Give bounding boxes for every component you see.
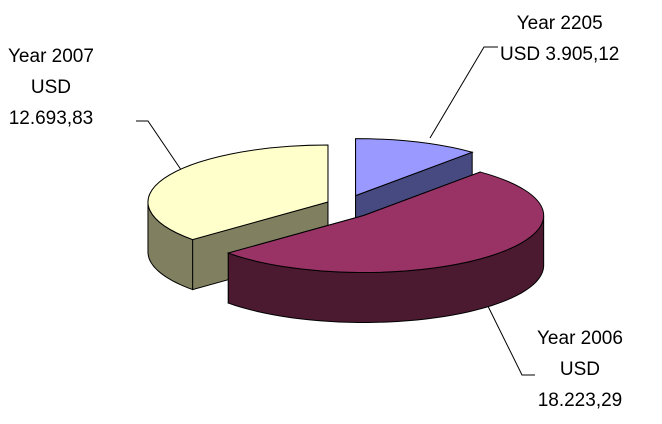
slice-top-face (147, 144, 329, 241)
slice-value-label: 12.693,83 (8, 108, 94, 129)
leader-line-year-2007 (136, 120, 191, 184)
slice-currency-label: USD (559, 359, 601, 380)
slice-top-face (355, 138, 474, 197)
slice-currency-label: USD (30, 77, 72, 98)
slice-label-year-2007: Year 2007 USD 12.693,83 (8, 41, 94, 134)
slice-top-face (226, 171, 545, 273)
pie-slices (147, 138, 545, 323)
leader-line-year-2006 (477, 285, 535, 376)
leader-line-year-2205 (429, 46, 498, 139)
slice-category-label: Year 2006 (537, 328, 623, 349)
slice-value-label: USD 3.905,12 (500, 44, 620, 65)
slice-value-label: 18.223,29 (537, 390, 623, 411)
slice-label-year-2006: Year 2006 USD 18.223,29 (537, 323, 623, 416)
slice-year-2006 (226, 171, 545, 323)
leader-lines (136, 46, 535, 376)
slice-label-year-2205: Year 2205 USD 3.905,12 (500, 8, 619, 70)
slice-category-label: Year 2205 (516, 13, 603, 34)
slice-category-label: Year 2007 (8, 46, 94, 67)
